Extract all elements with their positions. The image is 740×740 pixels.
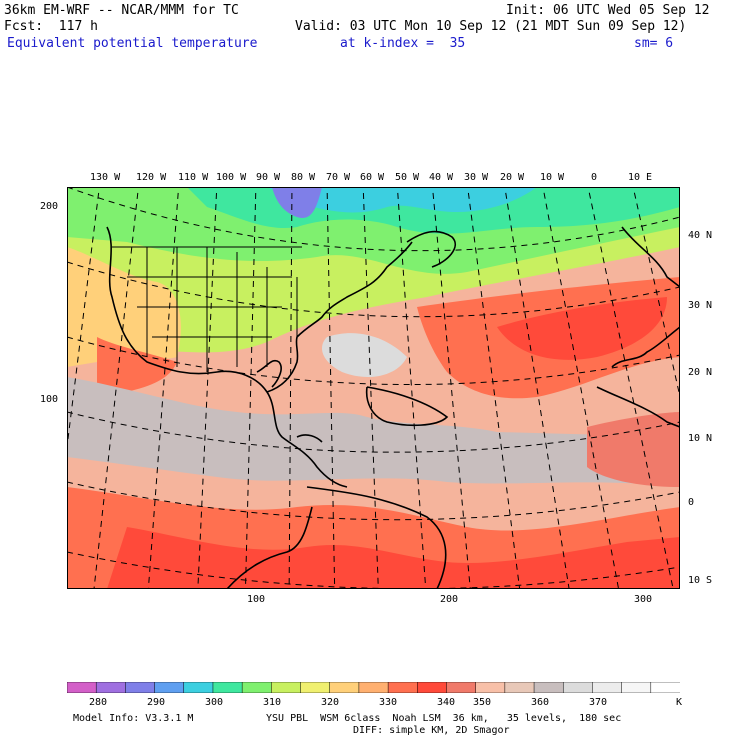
colorbar-swatch bbox=[125, 682, 156, 693]
lat-label: 20 N bbox=[688, 367, 713, 378]
diffusion-info: DIFF: simple KM, 2D Smagor bbox=[353, 725, 510, 736]
field-light-patch bbox=[322, 333, 407, 377]
physics-info: YSU PBL WSM 6class Noah LSM 36 km, 35 le… bbox=[266, 713, 622, 724]
colorbar-swatch bbox=[533, 682, 564, 693]
colorbar-swatch bbox=[95, 682, 127, 693]
lat-label: 40 N bbox=[688, 230, 713, 241]
lon-label: 50 W bbox=[395, 172, 420, 183]
grid-tick-label: 100 bbox=[40, 394, 59, 405]
colorbar-unit: K bbox=[676, 697, 683, 708]
colorbar-swatch bbox=[504, 682, 535, 693]
grid-tick-label: 200 bbox=[440, 594, 459, 605]
level-info: at k-index = 35 bbox=[340, 36, 466, 51]
colorbar-swatch bbox=[592, 682, 623, 693]
colorbar-swatch bbox=[475, 682, 506, 693]
lon-label: 40 W bbox=[429, 172, 454, 183]
colorbar-swatch bbox=[241, 682, 273, 693]
theta-e-map bbox=[67, 187, 680, 589]
grid-tick-label: 100 bbox=[247, 594, 266, 605]
colorbar-label: 300 bbox=[205, 697, 224, 708]
lon-label: 130 W bbox=[90, 172, 121, 183]
lon-label: 80 W bbox=[291, 172, 316, 183]
lon-label: 10 W bbox=[540, 172, 565, 183]
colorbar-label: 350 bbox=[473, 697, 492, 708]
colorbar-label: 340 bbox=[437, 697, 456, 708]
colorbar-swatch bbox=[446, 682, 477, 693]
colorbar-label: 280 bbox=[89, 697, 108, 708]
lat-label: 10 S bbox=[688, 575, 713, 586]
colorbar-swatch bbox=[67, 682, 97, 693]
colorbar-swatch bbox=[621, 682, 652, 693]
field-coldest-core bbox=[272, 187, 322, 218]
lon-label: 70 W bbox=[326, 172, 351, 183]
field-east-warm bbox=[587, 412, 680, 487]
coastlines bbox=[106, 226, 680, 589]
colorbar-label: 310 bbox=[263, 697, 282, 708]
grid-tick-label: 200 bbox=[40, 201, 59, 212]
colorbar-swatch bbox=[271, 682, 302, 693]
init-time: Init: 06 UTC Wed 05 Sep 12 bbox=[506, 3, 710, 18]
colorbar-swatch bbox=[562, 682, 594, 693]
model-info: Model Info: V3.3.1 M bbox=[73, 713, 194, 724]
lon-label: 110 W bbox=[178, 172, 209, 183]
colorbar-swatch bbox=[212, 682, 243, 693]
political-borders bbox=[112, 246, 302, 372]
colorbar-swatch bbox=[650, 682, 680, 693]
colorbar-swatch bbox=[417, 682, 448, 693]
colorbar-swatch bbox=[358, 682, 389, 693]
lon-label: 60 W bbox=[360, 172, 385, 183]
lon-label: 120 W bbox=[136, 172, 167, 183]
colorbar-label: 370 bbox=[589, 697, 608, 708]
field-atlantic-hot bbox=[497, 297, 667, 360]
grid-tick-label: 300 bbox=[634, 594, 653, 605]
colorbar-label: 320 bbox=[321, 697, 340, 708]
field-grey-belt bbox=[67, 377, 680, 487]
valid-time: Valid: 03 UTC Mon 10 Sep 12 (21 MDT Sun … bbox=[295, 19, 687, 34]
colorbar-swatch bbox=[387, 682, 419, 693]
lon-label: 30 W bbox=[464, 172, 489, 183]
colorbar-label: 290 bbox=[147, 697, 166, 708]
colorbar-swatch bbox=[154, 682, 185, 693]
lon-label: 100 W bbox=[216, 172, 247, 183]
lon-label: 20 W bbox=[500, 172, 525, 183]
colorbar bbox=[67, 682, 680, 693]
field-cold-core bbox=[267, 187, 537, 213]
field-south-hot bbox=[107, 527, 680, 589]
smoothing-info: sm= 6 bbox=[634, 36, 674, 51]
field-name: Equivalent potential temperature bbox=[7, 36, 258, 51]
lat-label: 30 N bbox=[688, 300, 713, 311]
colorbar-label: 360 bbox=[531, 697, 550, 708]
colorbar-swatch bbox=[329, 682, 360, 693]
forecast-hour: Fcst: 117 h bbox=[4, 19, 98, 34]
lon-label: 10 E bbox=[628, 172, 653, 183]
colorbar-label: 330 bbox=[379, 697, 398, 708]
lon-label: 90 W bbox=[256, 172, 281, 183]
model-title: 36km EM-WRF -- NCAR/MMM for TC bbox=[4, 3, 239, 18]
lat-label: 10 N bbox=[688, 433, 713, 444]
map-frame bbox=[67, 187, 680, 589]
lon-label: 0 bbox=[591, 172, 598, 183]
lat-label: 0 bbox=[688, 497, 695, 508]
colorbar-swatch bbox=[183, 682, 214, 693]
colorbar-swatch bbox=[300, 682, 331, 693]
